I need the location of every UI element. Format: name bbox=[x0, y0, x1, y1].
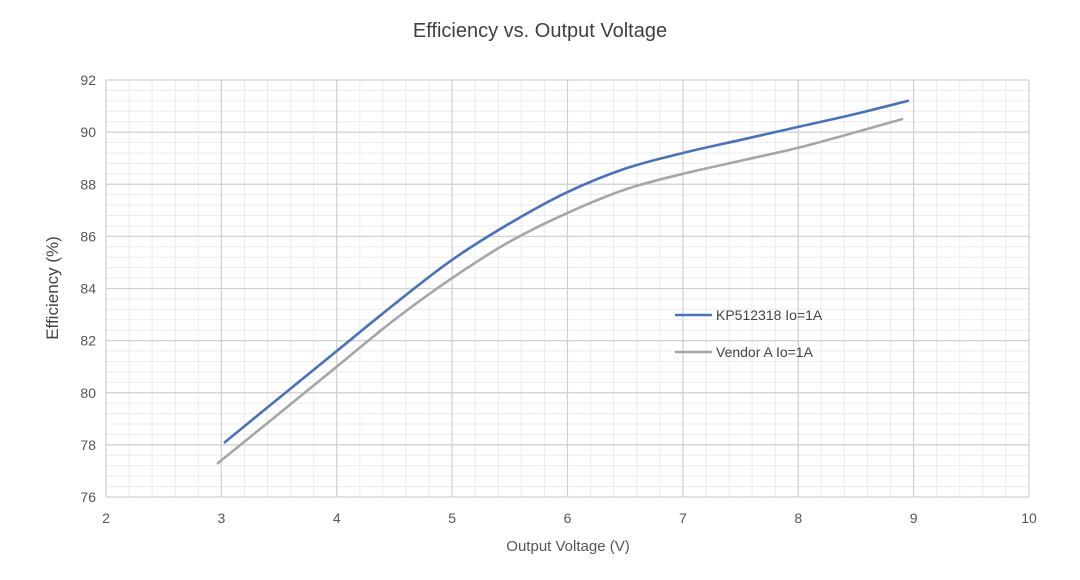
y-tick-label: 82 bbox=[80, 333, 96, 349]
y-tick-label: 78 bbox=[80, 437, 96, 453]
legend-label: KP512318 Io=1A bbox=[716, 307, 823, 323]
x-tick-label: 5 bbox=[448, 510, 456, 526]
x-tick-label: 4 bbox=[333, 510, 341, 526]
x-tick-label: 6 bbox=[564, 510, 572, 526]
y-tick-label: 88 bbox=[80, 176, 96, 192]
y-tick-label: 84 bbox=[80, 281, 96, 297]
x-tick-label: 9 bbox=[910, 510, 918, 526]
legend-item-kp512318: KP512318 Io=1A bbox=[675, 307, 823, 323]
x-tick-label: 8 bbox=[794, 510, 802, 526]
x-axis-label: Output Voltage (V) bbox=[506, 538, 629, 555]
y-axis-ticks: 76 78 80 82 84 86 88 90 92 bbox=[80, 72, 96, 505]
legend-label: Vendor A Io=1A bbox=[716, 344, 814, 360]
y-tick-label: 76 bbox=[80, 489, 96, 505]
x-tick-label: 2 bbox=[102, 510, 110, 526]
y-axis-label: Efficiency (%) bbox=[43, 236, 62, 340]
legend: KP512318 Io=1A Vendor A Io=1A bbox=[675, 307, 823, 360]
x-tick-label: 10 bbox=[1021, 510, 1037, 526]
x-tick-label: 7 bbox=[679, 510, 687, 526]
legend-item-vendor-a: Vendor A Io=1A bbox=[675, 344, 814, 360]
y-tick-label: 80 bbox=[80, 385, 96, 401]
x-axis-ticks: 2 3 4 5 6 7 8 9 10 bbox=[102, 510, 1037, 526]
y-tick-label: 86 bbox=[80, 228, 96, 244]
chart-title: Efficiency vs. Output Voltage bbox=[413, 20, 667, 42]
x-tick-label: 3 bbox=[217, 510, 225, 526]
y-tick-label: 92 bbox=[80, 72, 96, 88]
series-line-vendor-a bbox=[216, 117, 904, 465]
series-line-kp512318 bbox=[223, 99, 910, 444]
y-tick-label: 90 bbox=[80, 124, 96, 140]
series-layer bbox=[216, 99, 910, 465]
major-grid bbox=[105, 79, 1030, 498]
